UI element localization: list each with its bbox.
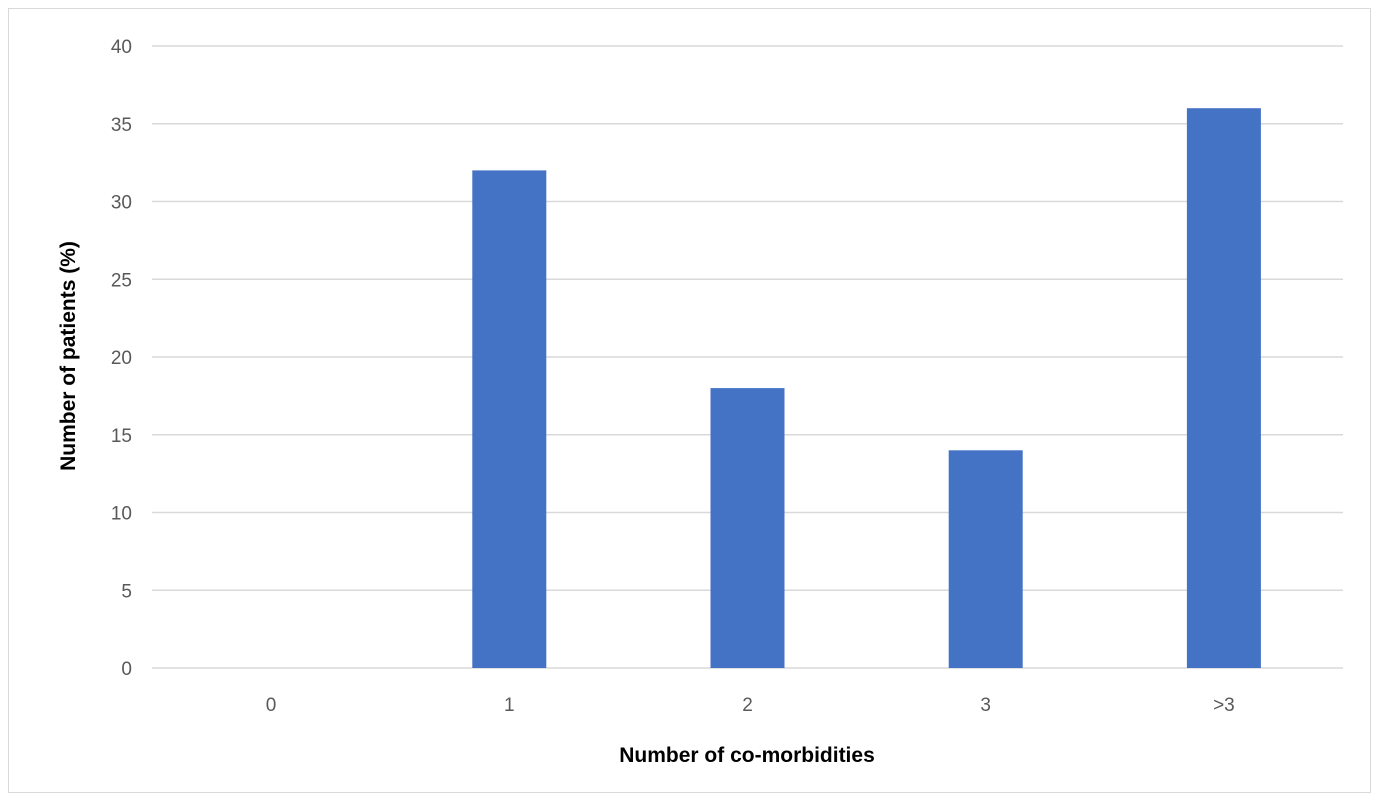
- bar-3: [948, 450, 1023, 668]
- y-axis-title: Number of patients (%): [57, 241, 80, 471]
- x-tick-labels: 0 1 2 3 >3: [266, 695, 1235, 716]
- y-tick-label: 30: [111, 193, 132, 214]
- x-tick-label: 3: [980, 695, 991, 716]
- bar-1: [472, 170, 547, 668]
- y-tick-labels: 0 5 10 15 20 25 30 35 40: [111, 37, 132, 680]
- gridlines: [152, 45, 1343, 669]
- bar-2: [710, 388, 785, 668]
- x-tick-label: >3: [1213, 695, 1235, 716]
- x-tick-label: 0: [266, 695, 277, 716]
- x-axis-title: Number of co-morbidities: [619, 744, 875, 767]
- y-tick-label: 5: [121, 581, 132, 602]
- y-tick-label: 35: [111, 115, 132, 136]
- y-tick-label: 15: [111, 426, 132, 447]
- x-tick-label: 1: [504, 695, 515, 716]
- y-tick-label: 25: [111, 270, 132, 291]
- y-tick-label: 0: [121, 659, 132, 680]
- chart-frame: [8, 8, 1371, 793]
- x-tick-label: 2: [742, 695, 753, 716]
- y-tick-label: 20: [111, 348, 132, 369]
- y-tick-label: 40: [111, 37, 132, 58]
- bars: [472, 108, 1261, 668]
- bar->3: [1186, 108, 1261, 668]
- y-tick-label: 10: [111, 504, 132, 525]
